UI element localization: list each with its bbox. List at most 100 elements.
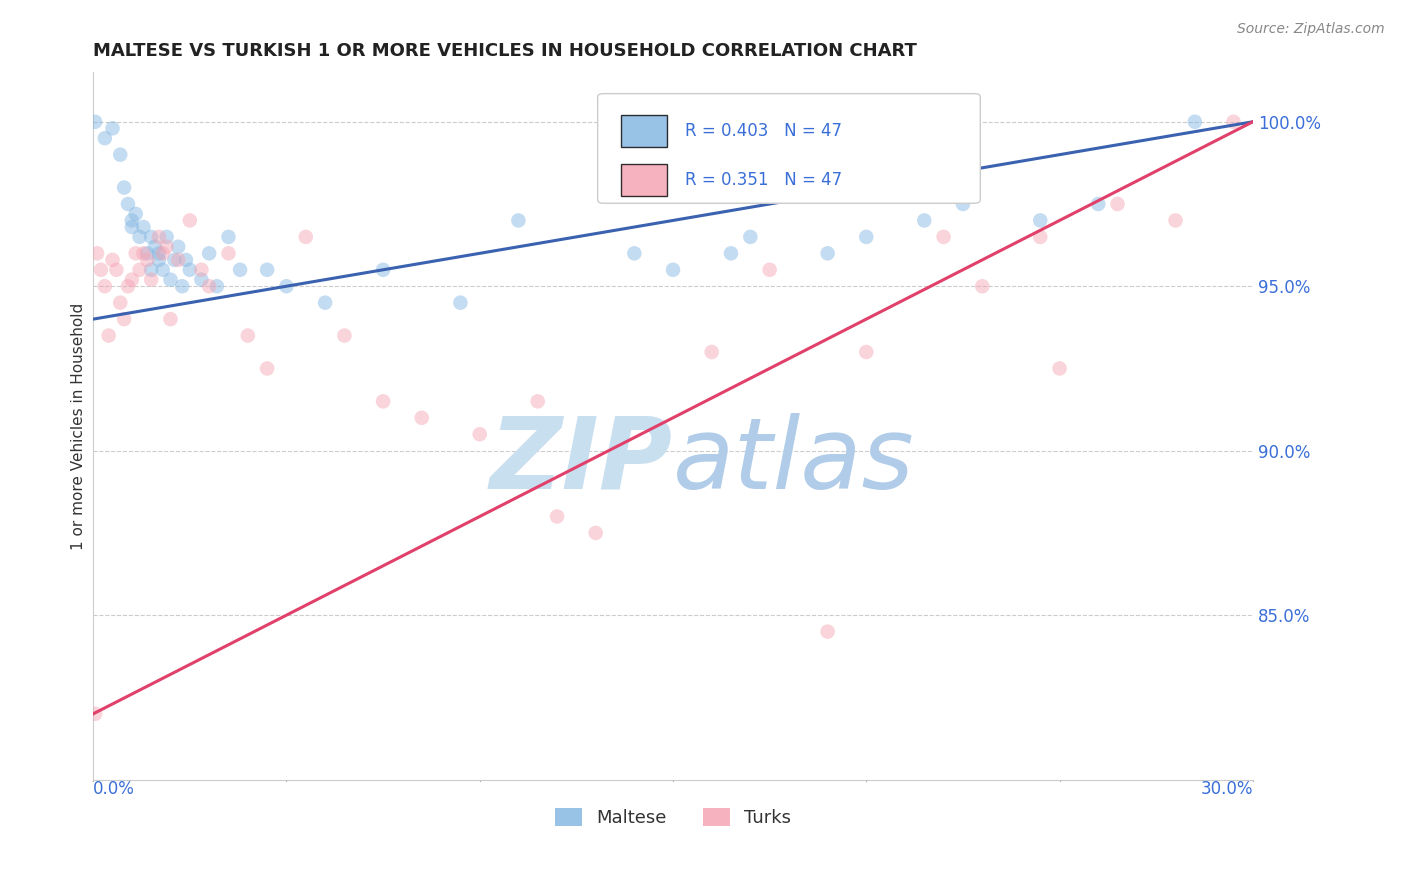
Point [1222, 115, 1244, 129]
Point [117, 197, 139, 211]
Point [143, 240, 166, 254]
Legend: Maltese, Turks: Maltese, Turks [547, 800, 799, 834]
Point [121, 220, 143, 235]
Point [132, 220, 155, 235]
Point [740, 230, 762, 244]
Point [1107, 197, 1129, 211]
Point [205, 279, 228, 293]
Point [817, 624, 839, 639]
Point [333, 328, 356, 343]
Text: ZIP: ZIP [491, 413, 673, 510]
Point [1087, 197, 1109, 211]
Point [159, 312, 181, 326]
Point [371, 262, 394, 277]
Point [508, 213, 530, 227]
Point [1164, 213, 1187, 227]
Point [1184, 115, 1206, 129]
Point [855, 230, 877, 244]
Point [167, 240, 190, 254]
Point [128, 230, 150, 244]
Point [546, 509, 568, 524]
Point [468, 427, 491, 442]
Point [86, 246, 108, 260]
Point [112, 180, 135, 194]
Point [912, 213, 935, 227]
Point [174, 252, 197, 267]
Point [84, 706, 107, 721]
Point [110, 295, 132, 310]
Point [172, 279, 194, 293]
Point [932, 230, 955, 244]
Point [110, 147, 132, 161]
Point [198, 246, 221, 260]
Point [128, 262, 150, 277]
Point [236, 328, 259, 343]
Point [218, 230, 240, 244]
Point [229, 262, 252, 277]
Point [101, 121, 124, 136]
Point [163, 252, 186, 267]
Point [117, 279, 139, 293]
Point [526, 394, 548, 409]
Point [112, 312, 135, 326]
Point [190, 262, 212, 277]
Point [97, 328, 120, 343]
Point [314, 295, 336, 310]
Point [190, 273, 212, 287]
Point [623, 246, 645, 260]
Point [662, 262, 685, 277]
Text: 0.0%: 0.0% [93, 780, 135, 797]
Point [105, 262, 128, 277]
Text: 30.0%: 30.0% [1201, 780, 1253, 797]
Point [198, 279, 221, 293]
Text: MALTESE VS TURKISH 1 OR MORE VEHICLES IN HOUSEHOLD CORRELATION CHART: MALTESE VS TURKISH 1 OR MORE VEHICLES IN… [93, 42, 917, 60]
Point [1029, 213, 1052, 227]
Point [121, 273, 143, 287]
Point [700, 345, 723, 359]
Point [179, 262, 201, 277]
Point [179, 213, 201, 227]
Point [294, 230, 316, 244]
Point [972, 279, 994, 293]
FancyBboxPatch shape [621, 115, 668, 146]
Y-axis label: 1 or more Vehicles in Household: 1 or more Vehicles in Household [72, 302, 86, 549]
Point [156, 240, 179, 254]
Point [159, 273, 181, 287]
Point [156, 230, 179, 244]
Text: Source: ZipAtlas.com: Source: ZipAtlas.com [1237, 22, 1385, 37]
Point [1049, 361, 1071, 376]
Point [141, 230, 163, 244]
Point [817, 246, 839, 260]
Point [643, 180, 665, 194]
Point [449, 295, 471, 310]
Point [1029, 230, 1052, 244]
Point [152, 262, 174, 277]
FancyBboxPatch shape [621, 164, 668, 196]
Point [585, 525, 607, 540]
Text: R = 0.351   N = 47: R = 0.351 N = 47 [685, 171, 842, 189]
Point [256, 361, 278, 376]
Point [84, 115, 107, 129]
Point [94, 131, 117, 145]
Point [148, 246, 170, 260]
Point [720, 246, 742, 260]
Point [141, 273, 163, 287]
Point [167, 252, 190, 267]
Point [141, 262, 163, 277]
Point [132, 246, 155, 260]
Text: atlas: atlas [673, 413, 915, 510]
Point [256, 262, 278, 277]
Point [758, 262, 780, 277]
Point [101, 252, 124, 267]
Point [371, 394, 394, 409]
Point [411, 410, 433, 425]
Point [218, 246, 240, 260]
Point [152, 246, 174, 260]
Point [148, 252, 170, 267]
Point [90, 262, 112, 277]
Point [148, 230, 170, 244]
Point [121, 213, 143, 227]
Point [952, 197, 974, 211]
Point [94, 279, 117, 293]
Point [136, 246, 159, 260]
